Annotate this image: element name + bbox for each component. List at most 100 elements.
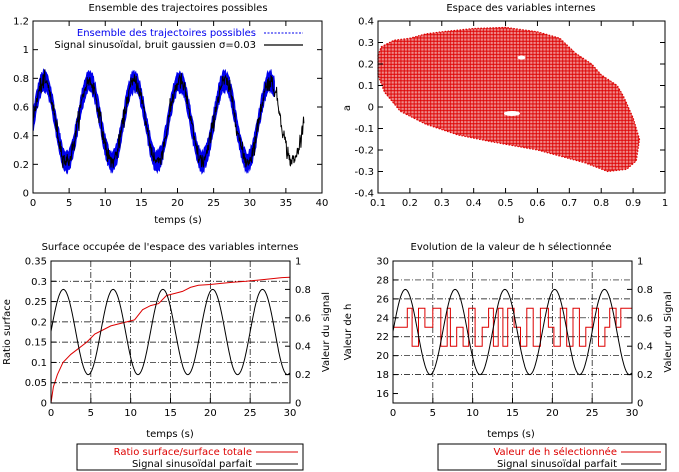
x-tick-label: 0.4 bbox=[466, 198, 482, 209]
x-tick-label: 25 bbox=[586, 408, 599, 419]
y-right-tick-label: 0.4 bbox=[637, 342, 653, 353]
x-tick-label: 30 bbox=[284, 408, 297, 419]
y-tick-label: 0.1 bbox=[358, 81, 374, 92]
x-tick-label: 0 bbox=[30, 198, 36, 209]
series-sine bbox=[392, 288, 632, 376]
x-tick-label: 20 bbox=[171, 198, 184, 209]
legend: Valeur de h sélectionnée Signal sinusoïd… bbox=[437, 443, 667, 471]
x-tick-label: 0.7 bbox=[561, 198, 577, 209]
y-right-tick-label: 1 bbox=[637, 257, 643, 268]
chart-title: Surface occupée de l'espace des variable… bbox=[42, 241, 299, 253]
series-noisy-signal bbox=[32, 69, 305, 169]
chart-internal-variables: Espace des variables internes 0.1 0.2 0.3 0… bbox=[342, 3, 668, 226]
x-tick-label: 5 bbox=[66, 198, 72, 209]
y-tick-label: 1 bbox=[23, 45, 29, 56]
y-axis-label-left: Ratio surface bbox=[2, 299, 13, 365]
x-tick-label: 15 bbox=[506, 408, 519, 419]
y-right-tick-label: 0 bbox=[295, 399, 301, 410]
x-tick-label: 15 bbox=[135, 198, 148, 209]
y-tick-label: 0.2 bbox=[31, 317, 47, 328]
axis-ticks: 0 5 10 15 20 25 3000.050.10.150.20.250.30.3500… bbox=[25, 257, 311, 420]
axis-ticks: 0.1 0.2 0.3 0.4 0.5 0.6 0.7 0.8 0.9 1 -0.4 -0.3 -0.2… bbox=[354, 17, 668, 210]
y-tick-label: -0.1 bbox=[354, 124, 374, 135]
y-tick-label: 18 bbox=[376, 370, 389, 381]
x-tick-label: 20 bbox=[546, 408, 559, 419]
x-tick-label: 25 bbox=[207, 198, 220, 209]
y-tick-label: -0.3 bbox=[354, 167, 374, 178]
chart-surface-ratio: Surface occupée de l'espace des variable… bbox=[2, 241, 332, 471]
x-axis-label: b bbox=[518, 215, 524, 226]
grid-lines bbox=[393, 261, 632, 403]
y-tick-label: 0.15 bbox=[25, 338, 47, 349]
x-tick-label: 30 bbox=[243, 198, 256, 209]
x-tick-label: 10 bbox=[466, 408, 479, 419]
x-tick-label: 30 bbox=[626, 408, 639, 419]
chart-title: Ensemble des trajectoires possibles bbox=[88, 3, 267, 14]
y-tick-label: 0.6 bbox=[13, 103, 29, 114]
y-tick-label: 0.2 bbox=[358, 60, 374, 71]
y-right-tick-label: 0 bbox=[637, 399, 643, 410]
axis-ticks: 0 5 10 15 20 25 30 35 40 0 0.2 0.4 0.6 0.8 1 1.2 bbox=[13, 17, 328, 210]
y-tick-label: 0.4 bbox=[358, 17, 374, 28]
x-tick-label: 10 bbox=[99, 198, 112, 209]
y-tick-label: 0 bbox=[368, 103, 374, 114]
y-axis-label-left: Valeur de h bbox=[343, 304, 354, 361]
plot-series bbox=[377, 26, 641, 173]
x-tick-label: 25 bbox=[244, 408, 257, 419]
region-gap bbox=[503, 110, 520, 116]
y-tick-label: 30 bbox=[376, 257, 389, 268]
chart-title: Evolution de la valeur de h sélectionnée bbox=[411, 241, 612, 253]
y-right-tick-label: 0.2 bbox=[637, 370, 653, 381]
x-tick-label: 0.8 bbox=[593, 198, 609, 209]
x-tick-label: 0.1 bbox=[370, 198, 386, 209]
y-tick-label: 0.1 bbox=[31, 358, 47, 369]
x-tick-label: 35 bbox=[280, 198, 293, 209]
series-sine bbox=[50, 288, 290, 376]
series-red bbox=[50, 276, 291, 404]
series-red bbox=[393, 307, 632, 347]
y-right-tick-label: 0.6 bbox=[295, 313, 311, 324]
x-tick-label: 0.5 bbox=[498, 198, 514, 209]
axis-ticks: 0 5 10 15 20 25 30161820222426283000.20.40.60.… bbox=[376, 257, 653, 420]
y-tick-label: 0 bbox=[41, 399, 47, 410]
x-tick-label: 0.3 bbox=[434, 198, 450, 209]
legend-label-signal-bruit: Signal sinusoïdal, bruit gaussien σ=0.03 bbox=[54, 40, 256, 51]
y-tick-label: 1.2 bbox=[13, 17, 29, 28]
legend-label-ensemble: Ensemble des trajectoires possibles bbox=[77, 28, 256, 39]
plot-series bbox=[392, 288, 632, 376]
x-tick-label: 0.9 bbox=[625, 198, 641, 209]
grid-lines bbox=[51, 261, 290, 403]
y-right-tick-label: 0.4 bbox=[295, 342, 311, 353]
x-tick-label: 0 bbox=[390, 408, 396, 419]
legend-box bbox=[76, 443, 304, 471]
y-tick-label: 0.3 bbox=[31, 277, 47, 288]
x-tick-label: 40 bbox=[316, 198, 329, 209]
y-tick-label: 20 bbox=[376, 351, 389, 362]
region-gap bbox=[517, 55, 526, 60]
x-tick-label: 0.2 bbox=[402, 198, 418, 209]
y-tick-label: 0.8 bbox=[13, 74, 29, 85]
y-right-tick-label: 0.8 bbox=[637, 285, 653, 296]
x-tick-label: 5 bbox=[430, 408, 436, 419]
x-axis-label: temps (s) bbox=[146, 429, 194, 440]
x-tick-label: 15 bbox=[164, 408, 177, 419]
legend-label-signal: Signal sinusoïdal parfait bbox=[132, 459, 252, 470]
y-axis-label-right: Valeur du signal bbox=[321, 292, 332, 372]
y-tick-label: 16 bbox=[376, 389, 389, 400]
y-tick-label: 0.3 bbox=[358, 38, 374, 49]
y-tick-label: 0.2 bbox=[13, 160, 29, 171]
y-tick-label: 0.4 bbox=[13, 131, 29, 142]
legend-label-h: Valeur de h sélectionnée bbox=[493, 446, 617, 458]
plot-series bbox=[50, 276, 291, 404]
y-tick-label: 0 bbox=[23, 189, 29, 200]
y-right-tick-label: 0.2 bbox=[295, 370, 311, 381]
y-tick-label: -0.4 bbox=[354, 189, 374, 200]
x-tick-label: 20 bbox=[204, 408, 217, 419]
y-tick-label: 0.25 bbox=[25, 297, 47, 308]
legend-label-signal: Signal sinusoïdal parfait bbox=[497, 459, 617, 470]
x-tick-label: 5 bbox=[88, 408, 94, 419]
y-tick-label: -0.2 bbox=[354, 146, 374, 157]
chart-h-value: Evolution de la valeur de h sélectionnée… bbox=[343, 241, 674, 471]
legend-box bbox=[437, 443, 667, 471]
